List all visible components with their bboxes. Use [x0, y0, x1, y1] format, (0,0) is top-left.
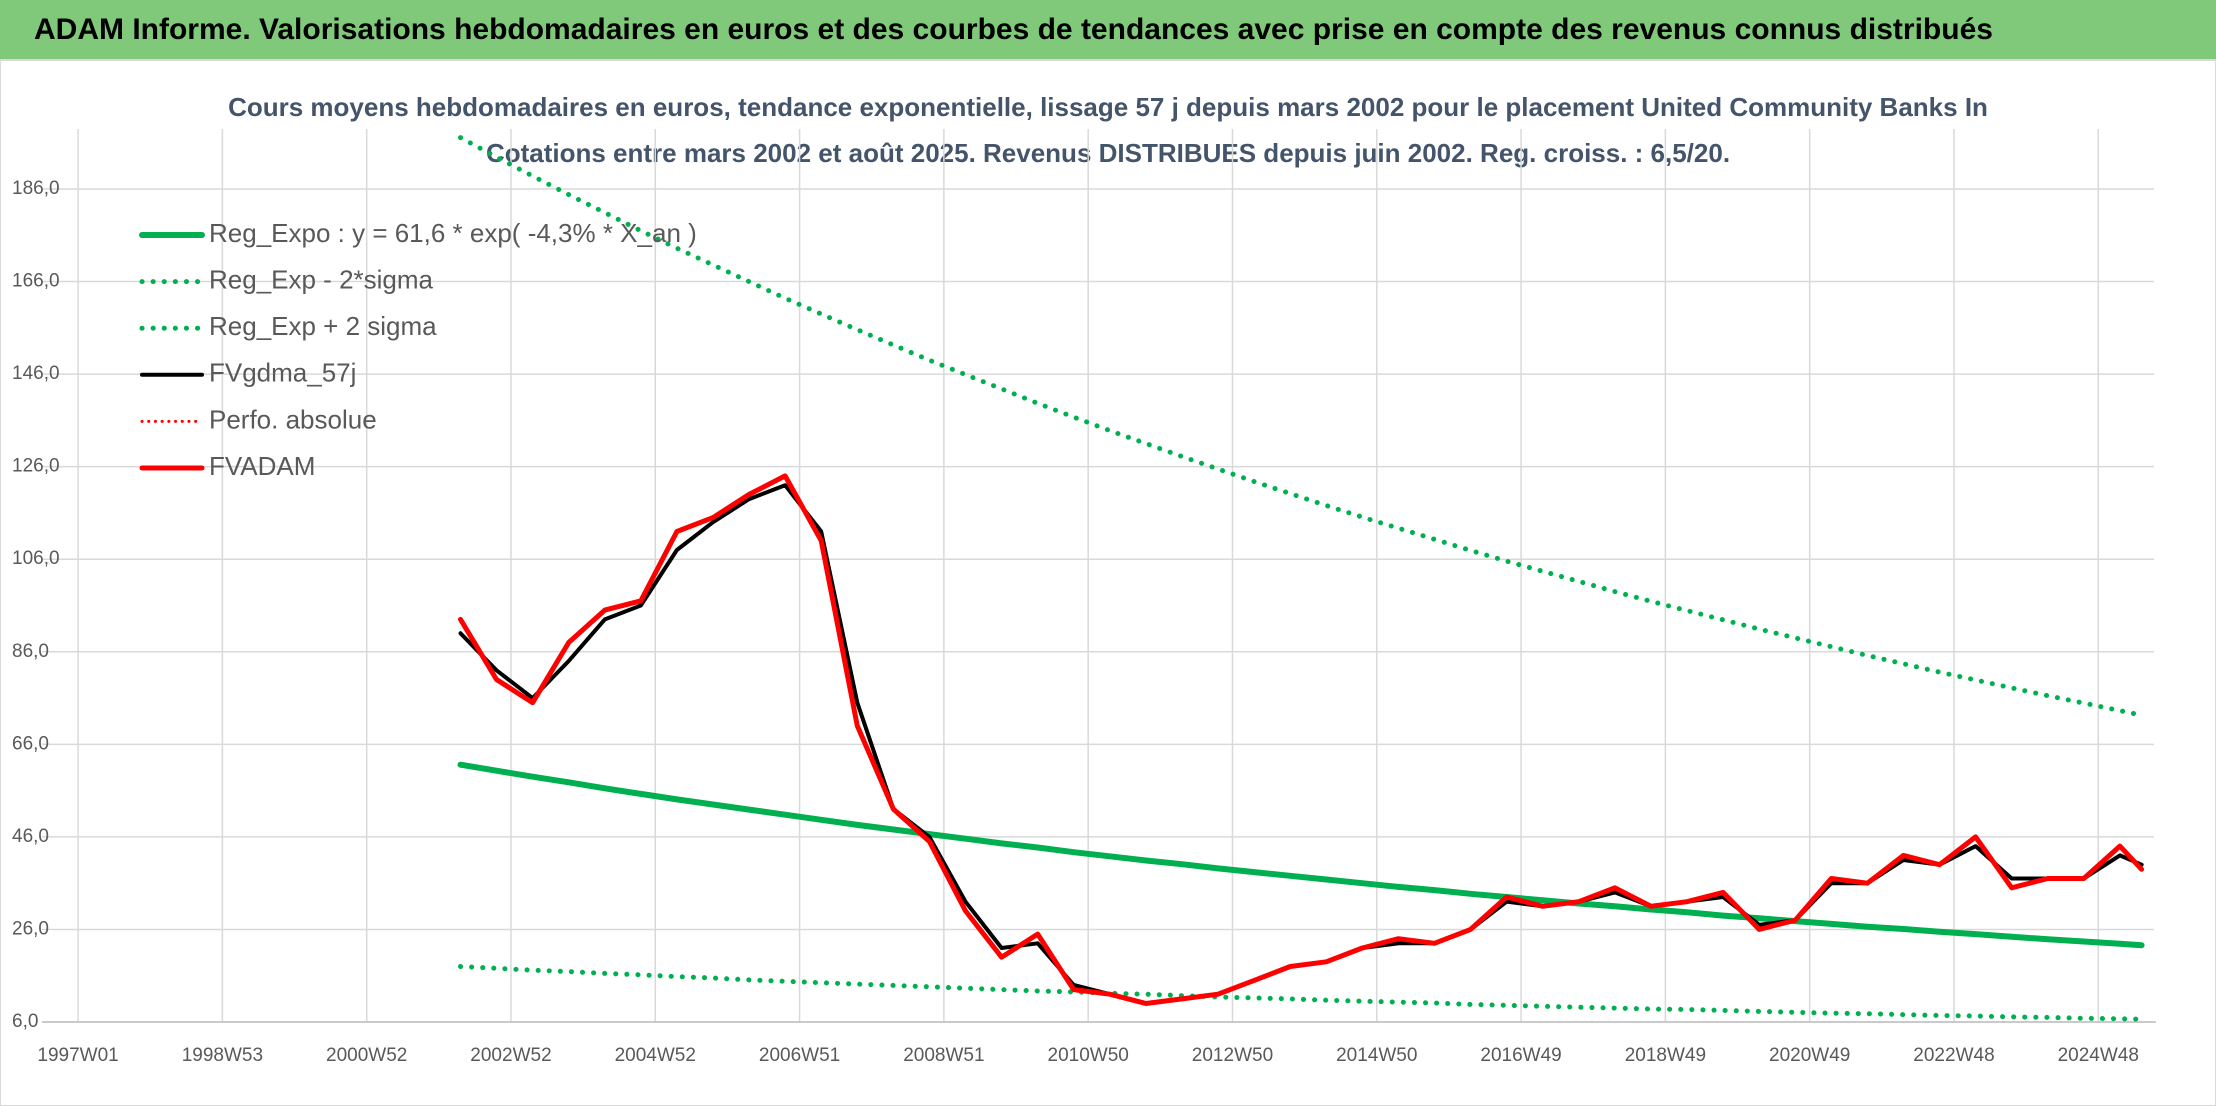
x-tick-label: 2002W52 — [470, 1045, 551, 1066]
x-tick-label: 1998W53 — [182, 1045, 263, 1066]
legend-label: FVADAM — [209, 451, 315, 481]
y-tick-label: 186,0 — [12, 178, 60, 199]
header-title: ADAM Informe. Valorisations hebdomadaire… — [34, 13, 1993, 46]
legend: Reg_Expo : y = 61,6 * exp( -4,3% * X_an … — [139, 218, 697, 481]
y-tick-label: 86,0 — [12, 641, 49, 662]
chart-frame — [0, 59, 2216, 1106]
legend-label: Perfo. absolue — [209, 404, 377, 434]
x-tick-label: 2020W49 — [1769, 1045, 1850, 1066]
y-tick-label: 26,0 — [12, 918, 49, 939]
x-tick-label: 2014W50 — [1336, 1045, 1417, 1066]
y-tick-label: 126,0 — [12, 456, 60, 477]
y-tick-label: 6,0 — [12, 1011, 38, 1032]
series-line — [458, 473, 2145, 1006]
header-bar — [0, 0, 2216, 60]
x-tick-label: 2024W48 — [2058, 1045, 2139, 1066]
x-tick-label: 2008W51 — [903, 1045, 984, 1066]
x-tick-label: 1997W01 — [37, 1045, 118, 1066]
y-tick-label: 66,0 — [12, 733, 49, 754]
legend-label: Reg_Exp - 2*sigma — [209, 264, 434, 294]
x-tick-label: 2022W48 — [1913, 1045, 1994, 1066]
x-tick-label: 2000W52 — [326, 1045, 407, 1066]
series-line — [458, 135, 2145, 718]
x-tick-label: 2018W49 — [1625, 1045, 1706, 1066]
legend-label: FVgdma_57j — [209, 358, 356, 388]
grid: 6,0 26,0 46,0 66,0 86,0 106,0 126,0 146,0 166,0 1… — [12, 129, 2156, 1066]
plot-lines — [457, 135, 2145, 1022]
chart-title: Cours moyens hebdomadaires en euros, ten… — [228, 92, 1988, 122]
y-tick-label: 106,0 — [12, 548, 60, 569]
x-tick-label: 2010W50 — [1048, 1045, 1129, 1066]
x-tick-label: 2012W50 — [1192, 1045, 1273, 1066]
chart-subtitle: Cotations entre mars 2002 et août 2025. … — [486, 138, 1730, 168]
y-tick-label: 46,0 — [12, 826, 49, 847]
y-tick-label: 166,0 — [12, 271, 60, 292]
legend-label: Reg_Expo : y = 61,6 * exp( -4,3% * X_an … — [209, 218, 697, 248]
series-line — [457, 761, 2145, 949]
x-tick-label: 2006W51 — [759, 1045, 840, 1066]
x-tick-label: 2016W49 — [1480, 1045, 1561, 1066]
x-tick-label: 2004W52 — [615, 1045, 696, 1066]
legend-label: Reg_Exp + 2 sigma — [209, 311, 437, 341]
y-tick-label: 146,0 — [12, 363, 60, 384]
